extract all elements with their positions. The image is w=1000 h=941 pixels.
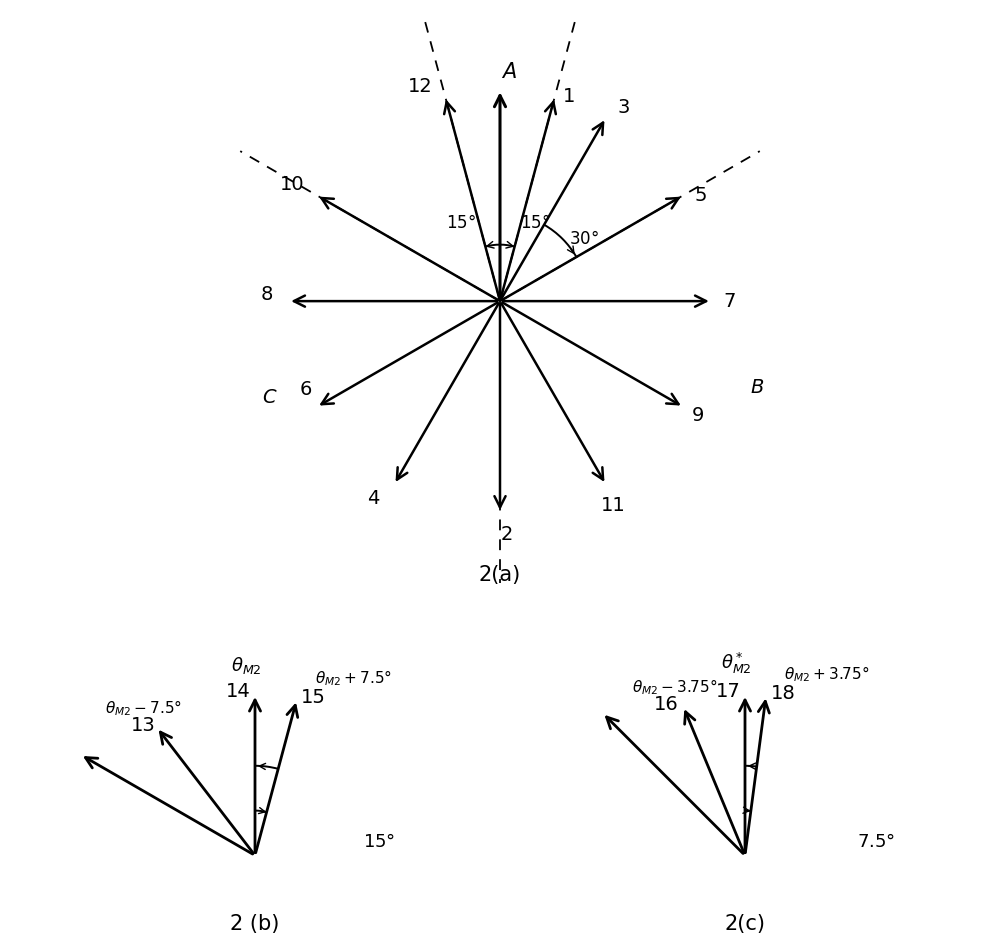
Text: $\theta_{M2}+7.5°$: $\theta_{M2}+7.5°$: [315, 669, 392, 689]
Text: 9: 9: [691, 407, 704, 425]
Text: 14: 14: [226, 682, 250, 701]
Text: $\theta_{M2}-7.5°$: $\theta_{M2}-7.5°$: [105, 699, 182, 719]
Text: 16: 16: [654, 694, 679, 713]
Text: 17: 17: [716, 682, 740, 701]
Text: $7.5°$: $7.5°$: [857, 833, 895, 851]
Text: 10: 10: [280, 175, 304, 194]
Text: 2 (b): 2 (b): [230, 914, 280, 933]
Text: $\theta_{M2}-3.75°$: $\theta_{M2}-3.75°$: [632, 678, 717, 697]
Text: 11: 11: [601, 496, 625, 515]
Text: $15°$: $15°$: [363, 833, 395, 851]
Text: 18: 18: [771, 684, 795, 703]
Text: B: B: [751, 378, 764, 397]
Text: 2(c): 2(c): [724, 914, 766, 933]
Text: $\theta_{M2}$: $\theta_{M2}$: [231, 655, 261, 677]
Text: C: C: [262, 389, 275, 407]
Text: 4: 4: [367, 489, 379, 508]
Text: 5: 5: [695, 185, 707, 205]
Text: 3: 3: [617, 98, 630, 117]
Text: 12: 12: [408, 76, 433, 96]
Text: $\theta_{M2}+3.75°$: $\theta_{M2}+3.75°$: [784, 664, 870, 684]
Text: $15°$: $15°$: [446, 215, 476, 232]
Text: 2: 2: [501, 524, 513, 544]
Text: 15: 15: [301, 688, 326, 707]
Text: $30°$: $30°$: [569, 230, 599, 247]
Text: 8: 8: [261, 284, 273, 304]
Text: 1: 1: [563, 88, 575, 106]
Text: 6: 6: [300, 380, 312, 399]
Text: $\theta^*_{M2}$: $\theta^*_{M2}$: [721, 651, 751, 677]
Text: $15°$: $15°$: [520, 215, 550, 232]
Text: 2(a): 2(a): [479, 565, 521, 584]
Text: A: A: [502, 62, 516, 82]
Text: 13: 13: [131, 716, 156, 735]
Text: 7: 7: [723, 292, 736, 311]
